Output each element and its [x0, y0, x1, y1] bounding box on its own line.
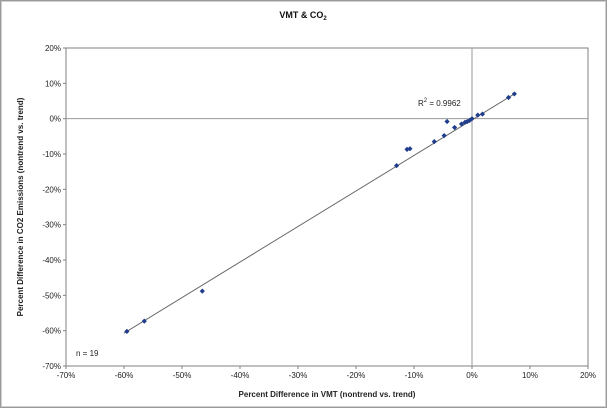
- plot-area: [65, 47, 589, 367]
- data-point: [444, 118, 450, 125]
- y-tick-label: -30%: [42, 221, 61, 230]
- data-point: [441, 133, 447, 139]
- r-squared-superscript: 2: [424, 98, 428, 104]
- x-tick-label: -40%: [231, 371, 250, 380]
- data-point: [431, 139, 437, 145]
- r-squared-value: = 0.9962: [427, 99, 461, 108]
- x-tick-label: -10%: [405, 371, 424, 380]
- data-point: [407, 146, 413, 152]
- x-tick-label: -70%: [57, 371, 76, 380]
- sample-size-label: n = 19: [76, 349, 99, 358]
- x-tick-label: 0%: [466, 371, 478, 380]
- y-tick-label: -60%: [42, 327, 61, 336]
- trendline: [123, 92, 516, 334]
- data-point: [464, 118, 470, 125]
- trendline-layer: [123, 92, 516, 334]
- y-tick-label: -10%: [42, 150, 61, 159]
- y-tick-label: -40%: [42, 256, 61, 265]
- data-point: [141, 318, 147, 324]
- zero-lines: [66, 48, 588, 366]
- data-point: [458, 121, 465, 127]
- y-tick-label: -70%: [42, 362, 61, 371]
- data-point: [404, 146, 410, 153]
- data-point: [505, 94, 512, 101]
- x-axis-ticks: -70% -60% -50% -40% -30% -20% -10% 0% 10% 20%: [57, 366, 596, 380]
- data-point: [452, 124, 458, 131]
- data-point: [394, 163, 400, 169]
- chart-title-subscript: 2: [323, 16, 327, 22]
- x-tick-label: -50%: [173, 371, 192, 380]
- x-tick-label: -60%: [115, 371, 134, 380]
- y-tick-label: 20%: [45, 44, 61, 53]
- data-points: [124, 91, 517, 334]
- data-point: [475, 112, 481, 118]
- data-point: [462, 119, 468, 125]
- x-axis-title: Percent Difference in VMT (nontrend vs. …: [239, 390, 416, 399]
- x-tick-label: -30%: [289, 371, 308, 380]
- y-tick-label: 10%: [45, 79, 61, 88]
- y-axis-title: Percent Difference in CO2 Emissions (non…: [16, 97, 25, 316]
- r-squared-label: R2 = 0.9962: [418, 98, 461, 108]
- data-point: [469, 116, 475, 122]
- y-tick-label: -20%: [42, 185, 61, 194]
- x-tick-label: 10%: [522, 371, 538, 380]
- y-tick-label: 0%: [49, 115, 61, 124]
- data-point: [199, 288, 205, 294]
- data-point: [124, 328, 130, 334]
- y-axis-ticks: 20% 10% 0% -10% -20% -30% -40% -50% -60% -70%: [42, 44, 66, 371]
- x-tick-label: 20%: [580, 371, 596, 380]
- x-tick-label: -20%: [347, 371, 366, 380]
- chart-title: VMT & CO2: [279, 10, 327, 22]
- y-tick-label: -50%: [42, 291, 61, 300]
- data-point: [479, 111, 486, 117]
- data-point: [511, 91, 517, 97]
